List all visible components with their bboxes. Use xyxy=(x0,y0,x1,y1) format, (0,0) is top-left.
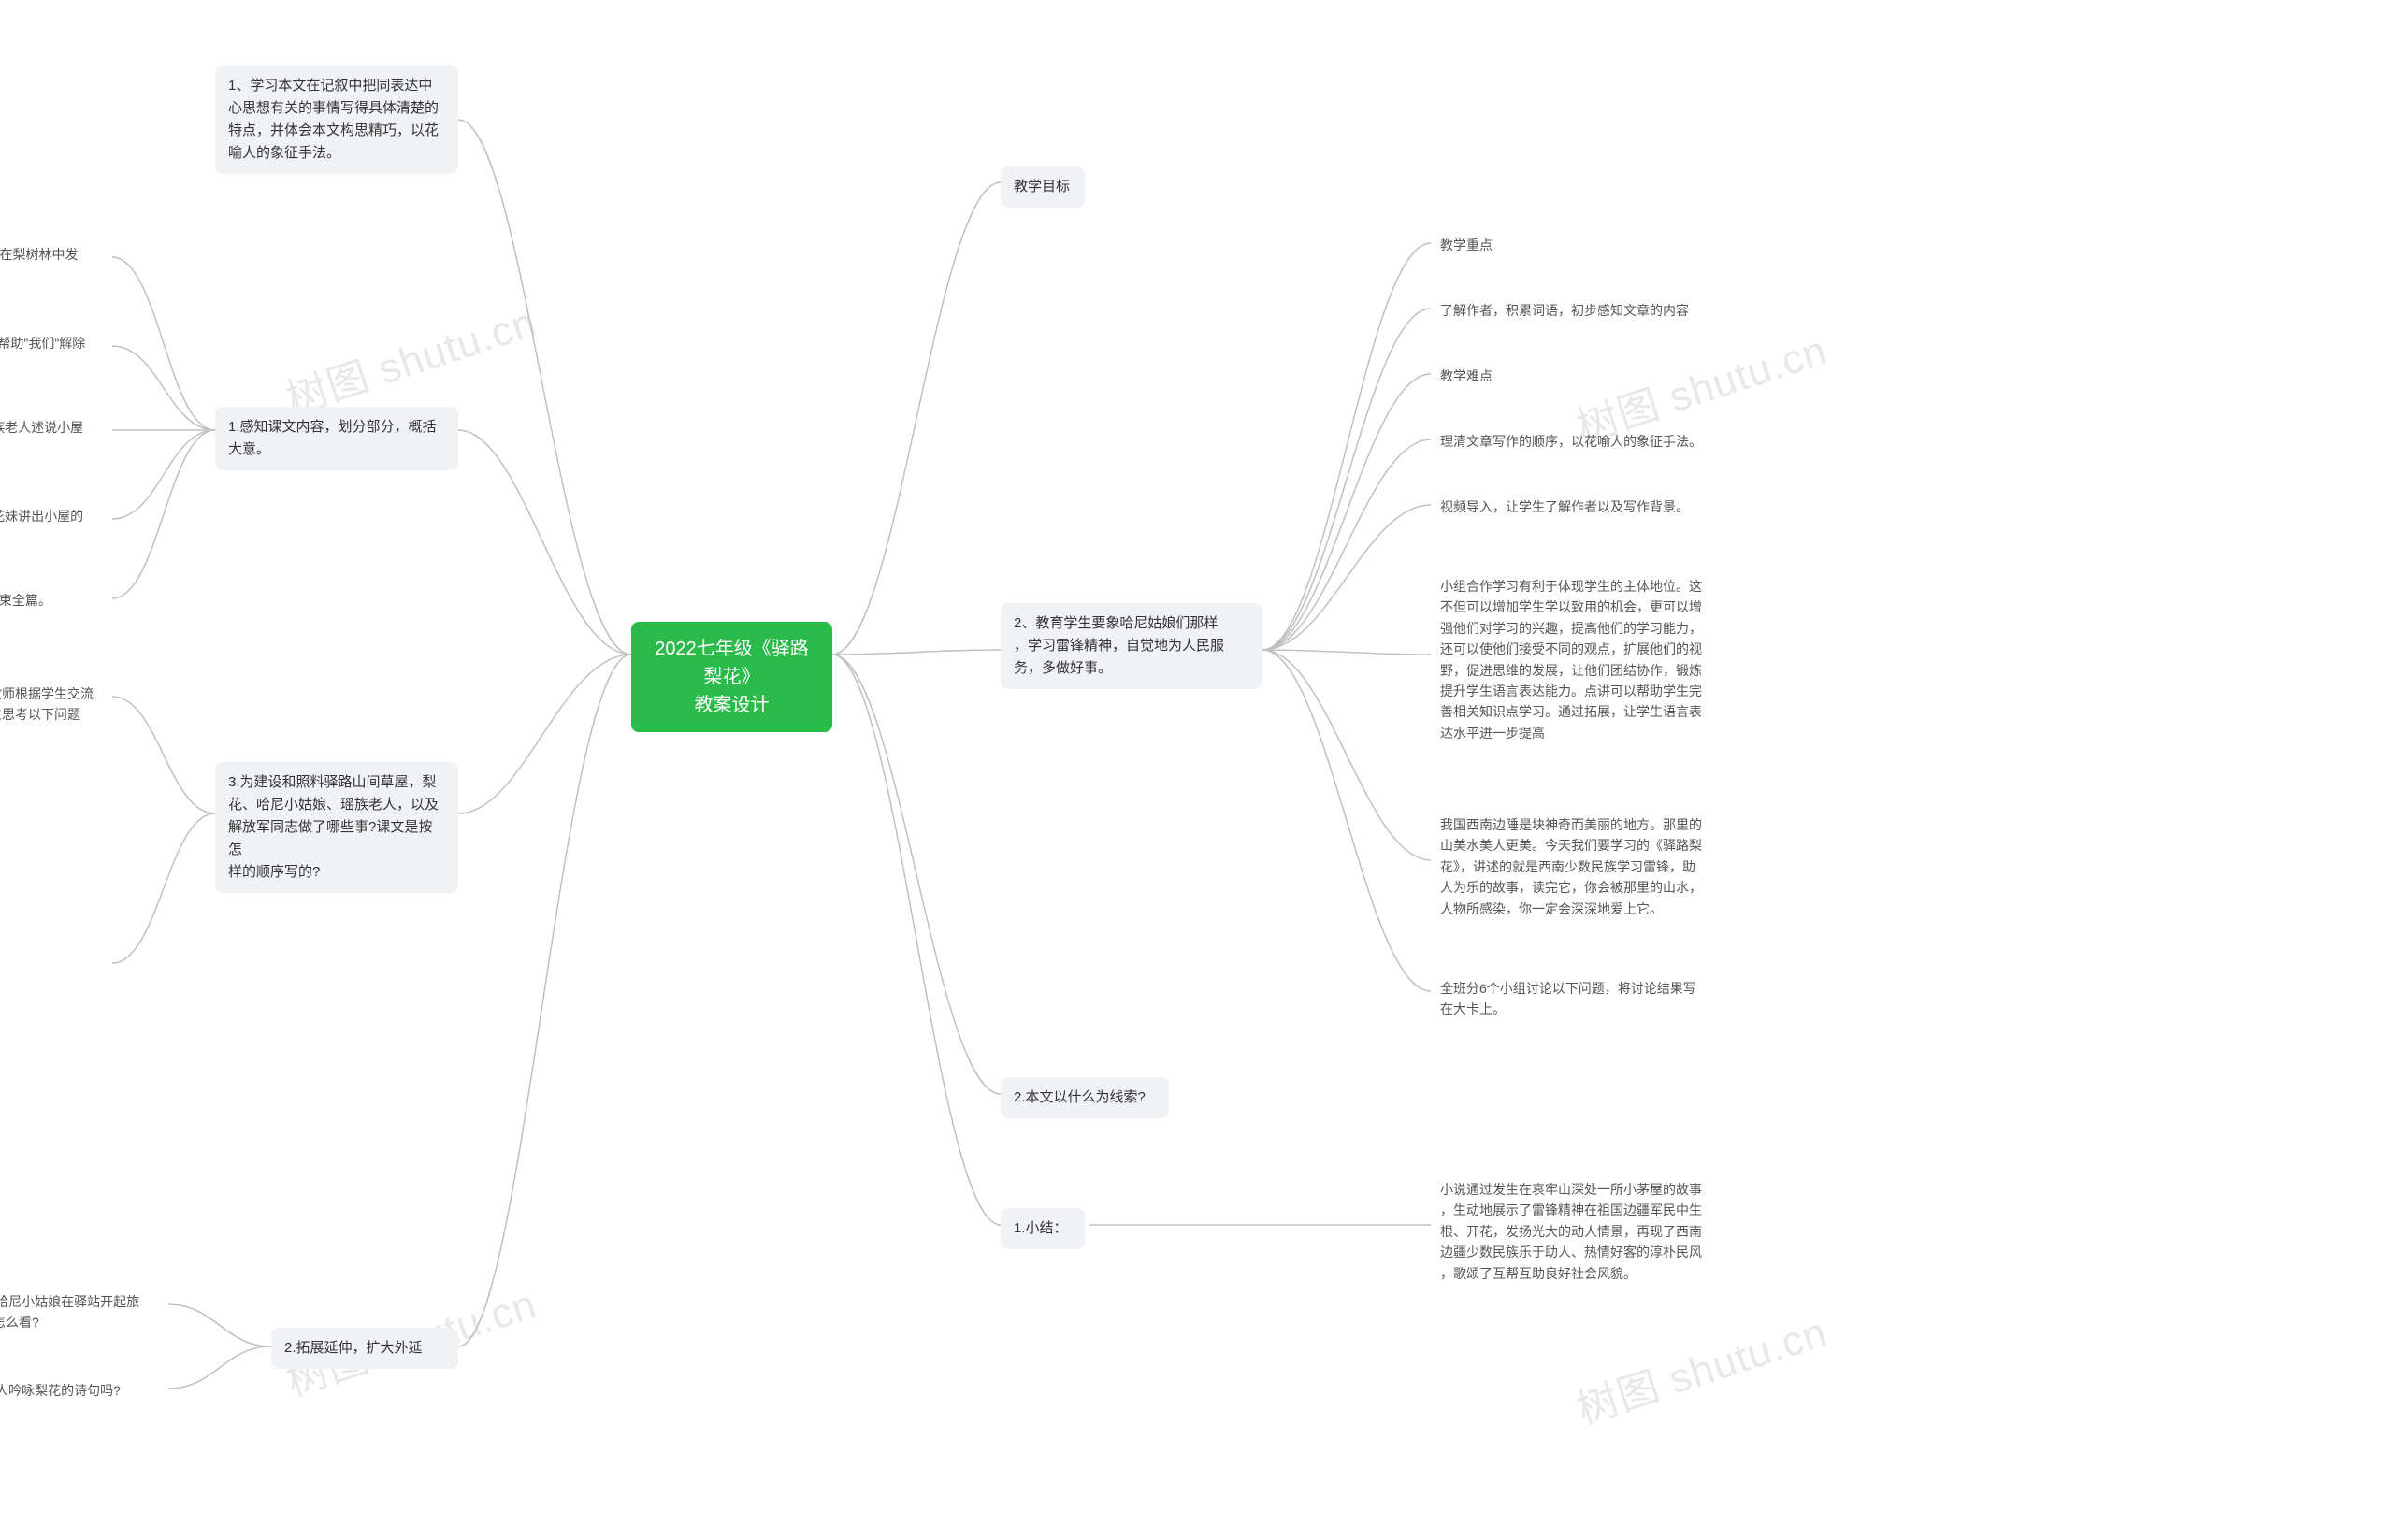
left-leaf-part4: 第四部分(28-36)：主要写梨花妹讲出小屋的来历。 xyxy=(0,500,112,554)
left-node-3: 3.为建设和照料驿路山间草屋，梨花、哈尼小姑娘、瑶族老人，以及解放军同志做了哪些… xyxy=(215,762,458,893)
right-leaf-order: 理清文章写作的顺序，以花喻人的象征手法。 xyxy=(1431,425,1721,457)
right-leaf-southwest: 我国西南边陲是块神奇而美丽的地方。那里的山美水美人更美。今天我们要学习的《驿路梨… xyxy=(1431,809,1730,925)
right-leaf-video: 视频导入，让学生了解作者以及写作背景。 xyxy=(1431,491,1721,523)
left-leaf-discuss1: (1)趣味讨论：假如哈尼小姑娘在驿站开起旅店，勤劳致富，你怎么看? xyxy=(0,1286,168,1339)
right-leaf-novel-summary: 小说通过发生在哀牢山深处一所小茅屋的故事，生动地展示了雷锋精神在祖国边疆军民中生… xyxy=(1431,1173,1730,1289)
right-leaf-six-groups: 全班分6个小组讨论以下问题，将讨论结果写在大卡上。 xyxy=(1431,972,1730,1026)
left-node-1: 1、学习本文在记叙中把同表达中心思想有关的事情写得具体清楚的特点，并体会本文构思… xyxy=(215,65,458,174)
right-leaf-focus: 教学重点 xyxy=(1431,229,1721,261)
right-node-clue: 2.本文以什么为线索? xyxy=(1001,1077,1169,1118)
left-node-2: 1.感知课文内容，划分部分，概括大意。 xyxy=(215,407,458,470)
mindmap-center: 2022七年级《驿路梨花》教案设计 xyxy=(631,622,832,732)
right-leaf-groupwork: 小组合作学习有利于体现学生的主体地位。这不但可以增加学生学以致用的机会，更可以增… xyxy=(1431,570,1730,749)
left-leaf-part2: 第二部分(9-12)：主要写小屋帮助"我们"解除饥饿疲劳。 xyxy=(0,327,112,381)
right-leaf-author: 了解作者，积累词语，初步感知文章的内容 xyxy=(1431,295,1721,326)
left-leaf-group-present: 小组派代表上台展示大卡，教师根据学生交流结果点讲以上问题，并让学生思考以下问题 xyxy=(0,678,112,731)
right-node-objective: 教学目标 xyxy=(1001,166,1085,208)
watermark: 树图 shutu.cn xyxy=(1568,1299,1834,1436)
right-node-educate: 2、教育学生要象哈尼姑娘们那样，学习雷锋精神，自觉地为人民服务，多做好事。 xyxy=(1001,603,1262,689)
left-node-4: 2.拓展延伸，扩大外延 xyxy=(271,1328,458,1369)
right-leaf-difficulty: 教学难点 xyxy=(1431,360,1721,392)
right-node-summary: 1.小结： xyxy=(1001,1208,1085,1249)
watermark: 树图 shutu.cn xyxy=(278,289,543,426)
left-leaf-part1: 第一部分(1-8)：主要写"我们"在梨树林中发现屋。 xyxy=(0,238,112,292)
left-leaf-part3: 第三部分(13-27)：主要写瑶族老人述说小屋主人名叫梨花。 xyxy=(0,411,112,465)
left-leaf-discuss2: (2)你能说说古代诗人吟咏梨花的诗句吗? xyxy=(0,1374,168,1406)
left-leaf-part5: 第五部分(37)：热情赞美，结束全篇。 xyxy=(0,584,112,616)
